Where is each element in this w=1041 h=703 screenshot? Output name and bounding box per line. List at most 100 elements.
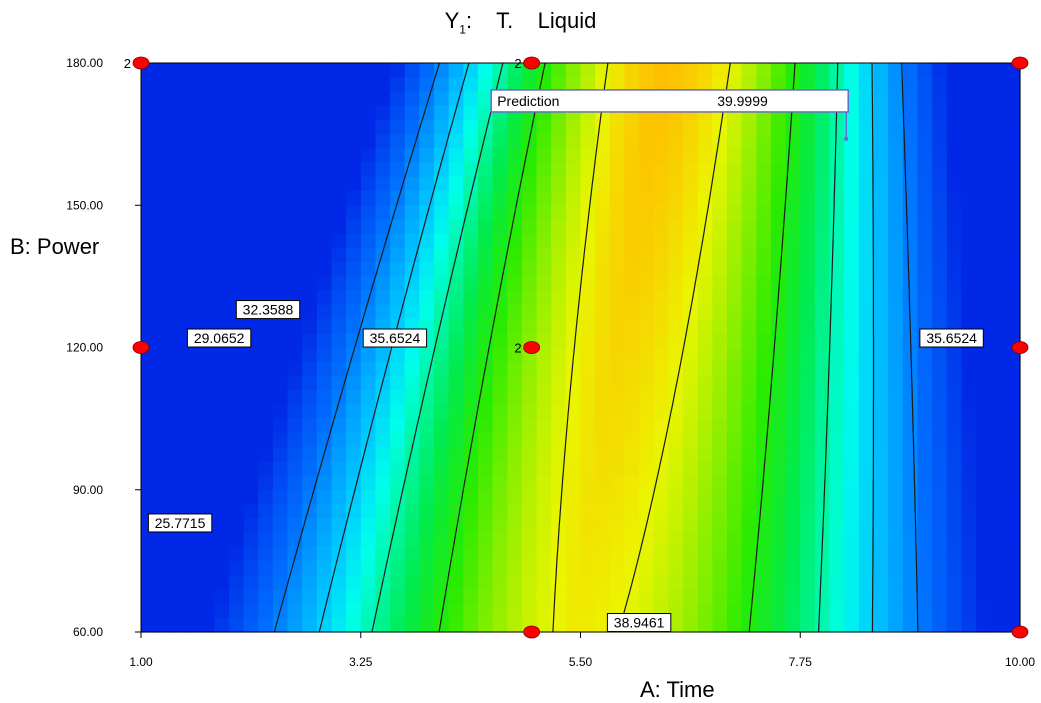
heat-cell xyxy=(565,247,582,263)
heat-cell xyxy=(507,77,523,93)
heat-cell xyxy=(272,219,289,235)
heat-cell xyxy=(331,432,347,448)
heat-cell xyxy=(477,205,494,221)
heat-cell xyxy=(683,205,699,221)
heat-cell xyxy=(184,560,201,576)
heat-cell xyxy=(316,418,333,434)
heat-cell xyxy=(609,191,626,206)
heat-cell xyxy=(141,375,157,391)
heat-cell xyxy=(243,347,259,363)
heat-cell xyxy=(888,191,904,206)
heat-cell xyxy=(800,63,816,78)
heat-cell xyxy=(419,219,435,235)
heat-cell xyxy=(668,560,684,576)
heat-cell xyxy=(1005,162,1021,178)
heat-cell xyxy=(990,233,1006,249)
heat-cell xyxy=(243,546,259,562)
heat-cell xyxy=(785,233,801,249)
heat-cell xyxy=(375,219,391,235)
heat-cell xyxy=(961,390,977,405)
heat-cell xyxy=(697,347,713,363)
heat-cell xyxy=(976,262,992,277)
heat-cell xyxy=(448,77,464,93)
heat-cell xyxy=(521,503,538,519)
heat-cell xyxy=(375,162,391,178)
heat-cell xyxy=(712,390,728,405)
heat-cell xyxy=(434,518,450,534)
heat-cell xyxy=(258,461,274,477)
heat-cell xyxy=(697,447,713,462)
heat-cell xyxy=(595,404,611,420)
heat-cell xyxy=(155,546,171,562)
heat-cell xyxy=(580,233,596,249)
contour-line xyxy=(438,62,546,633)
heat-cell xyxy=(932,276,948,292)
heat-cell xyxy=(331,148,347,164)
heat-cell xyxy=(492,447,508,462)
heat-cell xyxy=(331,205,347,221)
heat-cell xyxy=(492,63,508,78)
heat-cell xyxy=(258,390,274,405)
heat-cell xyxy=(228,518,245,534)
heat-cell xyxy=(917,532,933,548)
heat-cell xyxy=(141,205,157,221)
heat-cell xyxy=(639,333,655,349)
heat-cell xyxy=(184,432,201,448)
heat-cell xyxy=(946,219,962,235)
heat-cell xyxy=(932,432,948,448)
heat-cell xyxy=(448,575,464,590)
heat-cell xyxy=(756,589,772,605)
heat-cell xyxy=(521,432,538,448)
heat-cell xyxy=(434,532,450,548)
heat-cell xyxy=(214,589,230,605)
heat-cell xyxy=(902,461,919,477)
heat-cell xyxy=(741,461,757,477)
heat-cell xyxy=(624,148,640,164)
heat-cell xyxy=(492,489,508,505)
heat-cell xyxy=(155,418,171,434)
heat-cell xyxy=(976,77,992,93)
heat-cell xyxy=(580,375,596,391)
heat-cell xyxy=(448,333,464,349)
heat-cell xyxy=(609,148,626,164)
heat-cell xyxy=(375,461,391,477)
heat-cell xyxy=(375,134,391,149)
heat-cell xyxy=(785,176,801,192)
heat-cell xyxy=(961,432,977,448)
heat-cell xyxy=(214,447,230,462)
heat-cell xyxy=(141,247,157,263)
heat-cell xyxy=(1005,404,1021,420)
heat-cell xyxy=(844,361,860,377)
heat-cell xyxy=(976,205,992,221)
heat-cell xyxy=(697,247,713,263)
heat-cell xyxy=(727,560,743,576)
heat-cell xyxy=(228,447,245,462)
heat-cell xyxy=(302,219,318,235)
heat-cell xyxy=(624,276,640,292)
heat-cell xyxy=(888,617,904,633)
design-point xyxy=(523,625,541,639)
heat-cell xyxy=(946,276,962,292)
heat-cell xyxy=(873,418,889,434)
heat-cell xyxy=(565,390,582,405)
heat-cell xyxy=(814,219,831,235)
heat-cell xyxy=(170,134,186,149)
heat-cell xyxy=(785,404,801,420)
heat-cell xyxy=(844,603,860,619)
heat-cell xyxy=(770,77,787,93)
heat-cell xyxy=(155,276,171,292)
heat-cell xyxy=(492,532,508,548)
heat-cell xyxy=(228,503,245,519)
heat-cell xyxy=(258,404,274,420)
heat-cell xyxy=(917,91,933,107)
heat-cell xyxy=(565,276,582,292)
heat-cell xyxy=(756,162,772,178)
heat-cell xyxy=(976,162,992,178)
heat-cell xyxy=(507,390,523,405)
heat-cell xyxy=(477,532,494,548)
heat-cell xyxy=(434,560,450,576)
heat-cell xyxy=(390,546,406,562)
heat-cell xyxy=(434,77,450,93)
heat-cell xyxy=(961,518,977,534)
heat-cell xyxy=(184,304,201,320)
